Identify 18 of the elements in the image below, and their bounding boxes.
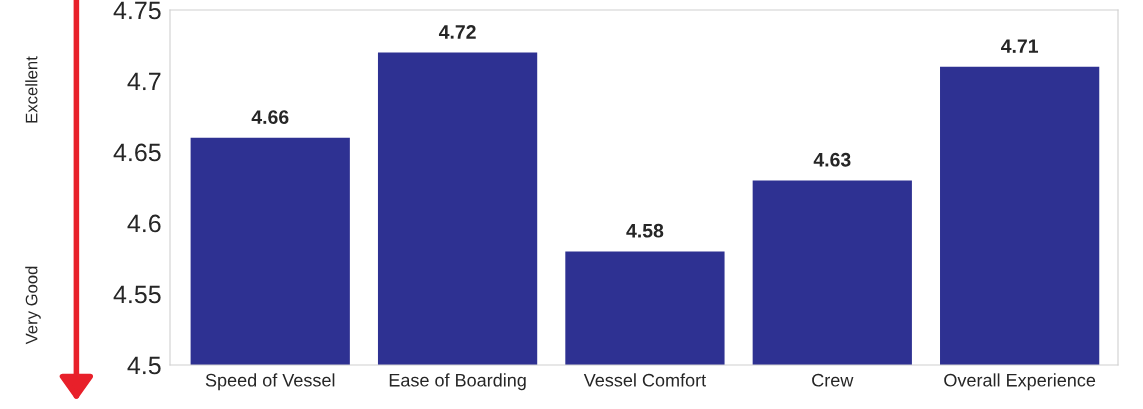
data-label: 4.71 — [1001, 39, 1039, 53]
data-label: 4.58 — [626, 223, 664, 238]
y-tick-label: 4.7 — [127, 72, 161, 91]
x-tick-label: Ease of Boarding — [389, 373, 526, 391]
y-tick-label: 4.75 — [113, 1, 161, 20]
data-label: 4.66 — [251, 110, 289, 125]
data-label: 4.63 — [813, 152, 851, 167]
y-tick-label: 4.65 — [113, 143, 161, 162]
x-tick-label: Speed of Vessel — [205, 373, 335, 391]
y-tick-label: 4.55 — [113, 285, 161, 304]
x-tick-label: Overall Experience — [944, 373, 1096, 391]
x-tick-label: Crew — [812, 373, 854, 387]
text: Very Good — [25, 266, 41, 345]
y-tick-label: 4.6 — [127, 214, 161, 233]
y-tick-label: 4.5 — [127, 356, 161, 375]
text: Excellent — [25, 56, 38, 123]
data-label: 4.72 — [438, 25, 476, 39]
x-tick-label: Vessel Comfort — [583, 373, 707, 387]
